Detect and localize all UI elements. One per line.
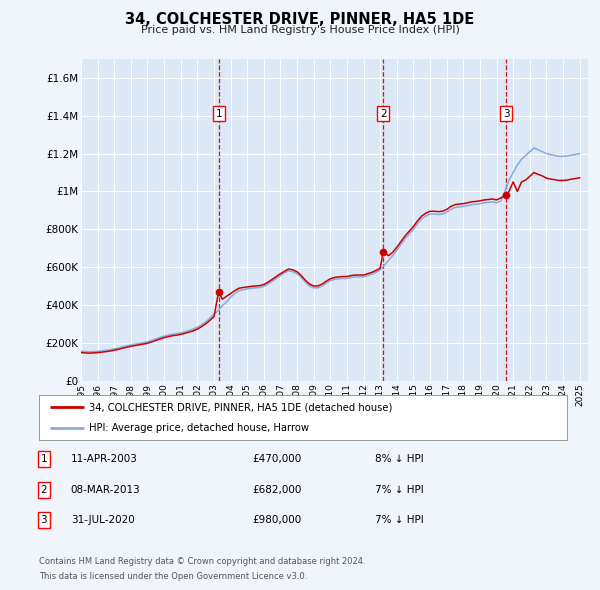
Text: 2: 2 bbox=[40, 485, 47, 494]
Text: 11-APR-2003: 11-APR-2003 bbox=[71, 454, 137, 464]
Text: 1: 1 bbox=[215, 109, 222, 119]
Text: Price paid vs. HM Land Registry's House Price Index (HPI): Price paid vs. HM Land Registry's House … bbox=[140, 25, 460, 35]
Text: 2: 2 bbox=[380, 109, 386, 119]
Text: This data is licensed under the Open Government Licence v3.0.: This data is licensed under the Open Gov… bbox=[39, 572, 307, 581]
Text: 7% ↓ HPI: 7% ↓ HPI bbox=[375, 485, 424, 494]
Text: 34, COLCHESTER DRIVE, PINNER, HA5 1DE: 34, COLCHESTER DRIVE, PINNER, HA5 1DE bbox=[125, 12, 475, 27]
Text: 3: 3 bbox=[503, 109, 509, 119]
Text: £980,000: £980,000 bbox=[252, 516, 301, 525]
Text: Contains HM Land Registry data © Crown copyright and database right 2024.: Contains HM Land Registry data © Crown c… bbox=[39, 558, 365, 566]
Text: 3: 3 bbox=[40, 516, 47, 525]
Text: 08-MAR-2013: 08-MAR-2013 bbox=[71, 485, 140, 494]
Text: 1: 1 bbox=[40, 454, 47, 464]
Text: £682,000: £682,000 bbox=[252, 485, 301, 494]
Text: £470,000: £470,000 bbox=[252, 454, 301, 464]
Text: 7% ↓ HPI: 7% ↓ HPI bbox=[375, 516, 424, 525]
Text: 31-JUL-2020: 31-JUL-2020 bbox=[71, 516, 134, 525]
Text: 8% ↓ HPI: 8% ↓ HPI bbox=[375, 454, 424, 464]
Text: 34, COLCHESTER DRIVE, PINNER, HA5 1DE (detached house): 34, COLCHESTER DRIVE, PINNER, HA5 1DE (d… bbox=[89, 402, 392, 412]
Text: HPI: Average price, detached house, Harrow: HPI: Average price, detached house, Harr… bbox=[89, 422, 309, 432]
